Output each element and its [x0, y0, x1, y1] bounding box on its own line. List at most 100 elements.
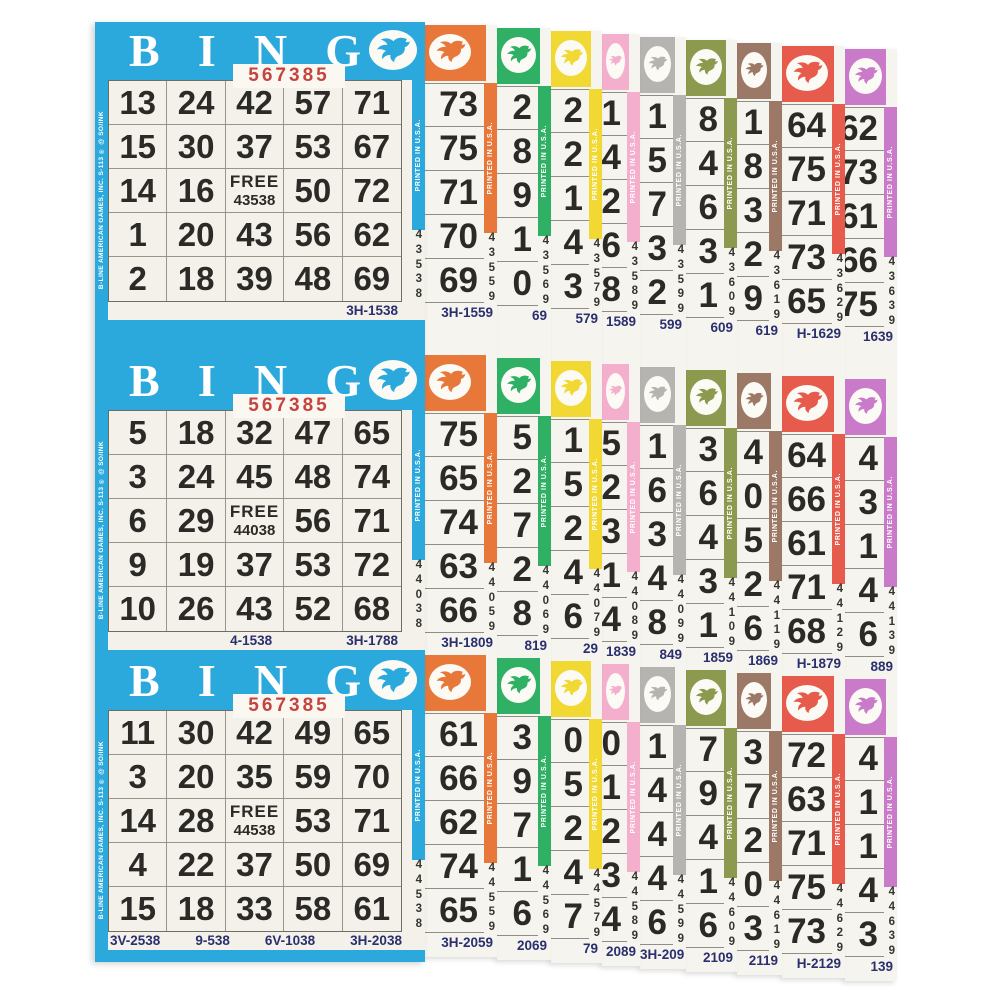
small-digit: 4 [728, 877, 735, 889]
bingo-number-cell: 37 [225, 843, 285, 887]
small-digit: 4 [593, 882, 600, 895]
free-label: FREE [229, 502, 280, 521]
bingo-number-cell: 43 [226, 587, 285, 631]
small-digit: 4 [415, 229, 422, 241]
bingo-number-cell: 62 [425, 801, 484, 845]
bingo-number-cell: 0 [737, 863, 769, 907]
purple-sheet: 62 73 61 66 75 PRINTED IN U.S.A. 4 3 6 3 9 1639 4 3 1 4… [845, 49, 897, 981]
bingo-number-cell: 63 [782, 778, 832, 822]
printed-in-usa-label: PRINTED IN U.S.A. [676, 463, 683, 537]
small-digit: 9 [631, 300, 638, 313]
red-sheet-edge-band: PRINTED IN U.S.A. [832, 434, 845, 584]
bingo-number-cell: 72 [342, 543, 401, 587]
printed-in-usa-label: PRINTED IN U.S.A. [835, 472, 842, 546]
small-digit: 4 [415, 873, 422, 886]
small-digit: 4 [542, 879, 549, 892]
small-digit: 4 [728, 577, 735, 589]
eagle-icon [854, 67, 878, 85]
bingo-number-cell: 71 [342, 799, 401, 843]
small-digit: 9 [728, 936, 735, 949]
pink-sheet-number-column: 7061727364 [602, 722, 627, 942]
green-sheet-edge-band: PRINTED IN U.S.A. [538, 86, 551, 236]
bingo-number-cell: 29 [167, 499, 226, 543]
overflow-digits: 4 3 5 5 9 [485, 231, 495, 305]
purple-sheet-header-block [845, 679, 886, 735]
orange-sheet-header-block [425, 355, 486, 411]
small-digit: 9 [677, 918, 684, 931]
card-number-footer: 3H-1809 [441, 635, 493, 650]
small-digit: 6 [542, 609, 549, 622]
small-digit: 6 [773, 279, 780, 292]
bingo-number-cell: 32 [225, 411, 285, 455]
eagle-icon [854, 697, 878, 715]
bingo-number-cell: 71 [782, 822, 832, 866]
bingo-number-cell: 70 [425, 215, 484, 259]
bingo-number-cell: 3 [640, 513, 673, 557]
eagle-icon [695, 58, 718, 75]
card-number-footer: 6V-1038 [264, 932, 316, 948]
bingo-number-cell: 68 [353, 590, 391, 627]
bingo-number-cell: 45 [225, 455, 285, 499]
bingo-number-cell: 4 [686, 516, 724, 560]
small-digit: 3 [888, 270, 895, 283]
bingo-number-cell: 7 [497, 504, 538, 548]
orange-sheet-header-block [425, 25, 486, 81]
small-digit: 4 [677, 874, 684, 886]
eagle-badge [690, 679, 722, 715]
bingo-number-cell: 53 [284, 543, 343, 587]
small-digit: 9 [728, 636, 735, 649]
bingo-number-cell: 3 [845, 481, 884, 525]
overflow-digits: 4 4 6 1 9 [770, 879, 780, 953]
overflow-digits: 4 4 5 5 9 [485, 861, 495, 935]
small-digit: 9 [542, 294, 549, 307]
bingo-number-cell: 4 [551, 221, 589, 265]
bingo-number-cell: 2 [497, 86, 538, 130]
small-digit: 3 [415, 273, 422, 286]
bingo-number-cell: 4 [845, 737, 884, 781]
small-digit: 4 [593, 868, 600, 880]
bingo-number-cell: 4 [109, 843, 168, 887]
bingo-number-cell: 5 [737, 519, 769, 563]
small-digit: 9 [836, 642, 843, 655]
card-number-footer: 2069 [516, 938, 547, 953]
card-number-footer: H-1629 [796, 326, 841, 341]
small-digit: 6 [728, 276, 735, 289]
small-digit: 4 [631, 241, 638, 253]
printed-in-usa-label: PRINTED IN U.S.A. [727, 466, 734, 540]
bingo-number-cell: 10 [109, 587, 168, 631]
bingo-number-cell: 74 [602, 136, 627, 180]
small-digit: 9 [488, 621, 495, 634]
card-number-footer: 79 [582, 941, 598, 956]
bingo-number-cell: 1 [551, 177, 589, 221]
printed-in-usa-label: PRINTED IN U.S.A. [592, 127, 599, 201]
bingo-number-cell: 65 [342, 411, 401, 455]
bingo-number-cell: 1 [686, 274, 724, 318]
card-number-footer: 889 [870, 659, 893, 674]
overflow-digits: 4 4 6 0 9 [725, 876, 735, 950]
bingo-number-cell: 4 [640, 857, 673, 901]
small-digit: 9 [488, 921, 495, 934]
purple-sheet-edge-band: PRINTED IN U.S.A. [884, 737, 897, 887]
bingo-number-cell: 72 [342, 169, 401, 213]
card-number-footer: 619 [755, 323, 778, 338]
bingo-number-cell: 6 [109, 499, 168, 543]
small-digit: 9 [488, 291, 495, 304]
red-sheet-header-block [782, 676, 834, 732]
brown-sheet-header-block [737, 43, 771, 99]
card-number-footer: 139 [870, 959, 893, 974]
printed-in-usa-label: PRINTED IN U.S.A. [676, 133, 683, 207]
small-digit: 4 [542, 579, 549, 592]
overflow-digits: 4 4 5 3 8 [412, 858, 422, 932]
bingo-number-cell: 4 [640, 769, 673, 813]
bingo-number-cell: 67 [342, 125, 401, 169]
eagle-icon [745, 693, 764, 707]
bingo-number-cell: 1 [737, 101, 769, 145]
printed-in-usa-label: PRINTED IN U.S.A. [772, 769, 779, 843]
small-digit: 6 [888, 915, 895, 928]
